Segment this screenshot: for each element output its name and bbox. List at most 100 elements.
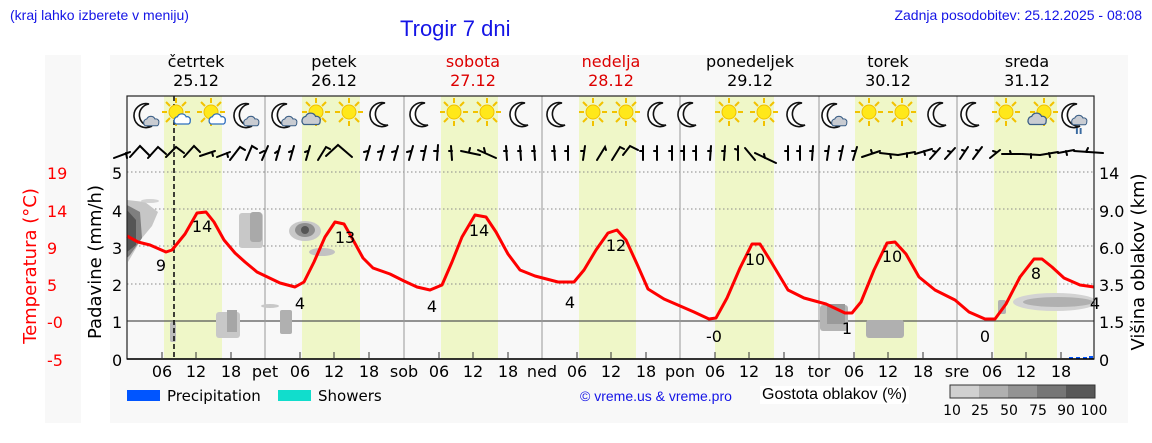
page-title: Trogir 7 dni [400,16,511,41]
svg-text:100: 100 [1081,403,1108,419]
svg-text:Precipitation: Precipitation [167,387,261,405]
legend: Precipitation Showers 10 25 50 75 90 100 [127,384,1108,419]
svg-text:Padavine (mm/h): Padavine (mm/h) [85,185,106,339]
cloud-density-scale: 10 25 50 75 90 100 [943,384,1108,419]
day-header-2: sobota 27.12 [445,52,501,90]
svg-text:8: 8 [1031,264,1041,283]
svg-text:6.0: 6.0 [1099,239,1124,258]
svg-text:06: 06 [844,362,864,381]
svg-text:Showers: Showers [318,387,382,405]
svg-text:12: 12 [606,236,626,255]
svg-text:Temperatura (°C): Temperatura (°C) [20,188,41,345]
svg-text:14: 14 [47,202,67,221]
svg-text:pon: pon [665,362,695,381]
svg-text:9: 9 [47,239,57,258]
svg-text:5: 5 [47,276,57,295]
svg-text:18: 18 [774,362,794,381]
svg-text:06: 06 [290,362,310,381]
svg-text:0: 0 [112,351,122,370]
svg-text:18: 18 [1051,362,1071,381]
svg-text:1: 1 [112,313,122,332]
cloud-density [127,199,1097,342]
svg-text:4: 4 [112,202,122,221]
svg-text:ned: ned [527,362,557,381]
svg-text:5: 5 [112,164,122,183]
svg-text:9: 9 [156,256,166,275]
svg-text:pet: pet [252,362,278,381]
svg-text:2: 2 [112,276,122,295]
x-labels: 06 12 18 pet 06 12 18 sob 06 12 18 ned 06 12 18 … [152,362,1071,381]
svg-text:18: 18 [913,362,933,381]
svg-text:12: 12 [878,362,898,381]
svg-text:Višina oblakov (km): Višina oblakov (km) [1128,173,1149,350]
svg-text:14: 14 [192,217,212,236]
svg-text:14: 14 [1099,164,1119,183]
svg-text:06: 06 [705,362,725,381]
svg-text:12: 12 [601,362,621,381]
svg-text:4: 4 [295,294,305,313]
svg-text:1: 1 [842,319,852,338]
svg-text:-0: -0 [706,327,722,346]
x-ticks [161,352,1062,359]
last-update: Zadnja posodobitev: 25.12.2025 - 08:08 [894,7,1142,23]
day-header-5: torek 30.12 [865,52,911,90]
svg-text:sob: sob [390,362,418,381]
svg-text:ıı: ıı [1075,124,1083,137]
day-header-6: sreda 31.12 [1004,52,1050,90]
daylight-bands [164,96,1057,359]
svg-text:0: 0 [1099,351,1109,370]
svg-text:12: 12 [463,362,483,381]
day-dividers [264,96,958,359]
svg-text:14: 14 [469,221,489,240]
cloud-height-axis: 14 9.0 6.0 3.5 1.5 0 Višina oblakov (km) [1099,164,1149,370]
temp-labels: 9 14 4 13 4 14 4 12 -0 10 1 10 0 8 4 [156,217,1100,346]
temp-axis: 19 14 9 5 -0 -5 Temperatura (°C) [20,164,67,370]
svg-text:12: 12 [1016,362,1036,381]
temp-axis-panel [45,55,81,423]
svg-text:25: 25 [971,403,989,419]
svg-text:18: 18 [359,362,379,381]
day-header-3: nedelja 28.12 [581,52,641,90]
copyright-link[interactable]: © vreme.us & vreme.pro [580,388,732,404]
svg-text:50: 50 [1000,403,1018,419]
svg-text:12: 12 [324,362,344,381]
day-header-1: petek 26.12 [311,52,357,90]
svg-text:3: 3 [112,239,122,258]
precip-axis: 5 4 3 2 1 0 Padavine (mm/h) [85,164,122,370]
svg-text:06: 06 [567,362,587,381]
svg-text:19: 19 [47,164,67,183]
precipitation-swatch [127,390,160,401]
showers-swatch [278,390,311,401]
svg-text:18: 18 [221,362,241,381]
svg-text:18: 18 [498,362,518,381]
svg-text:18: 18 [636,362,656,381]
svg-text:13: 13 [335,228,355,247]
svg-text:tor: tor [808,362,831,381]
svg-text:sre: sre [945,362,969,381]
svg-text:4: 4 [1090,294,1100,313]
svg-text:9.0: 9.0 [1099,202,1124,221]
svg-text:10: 10 [943,403,961,419]
svg-text:90: 90 [1057,403,1075,419]
svg-text:12: 12 [739,362,759,381]
day-header-4: ponedeljek 29.12 [706,52,794,90]
svg-text:-0: -0 [47,313,63,332]
svg-text:06: 06 [152,362,172,381]
day-header-0: četrtek 25.12 [167,52,225,90]
svg-text:12: 12 [186,362,206,381]
svg-text:4: 4 [565,293,575,312]
svg-text:06: 06 [982,362,1002,381]
precipitation-bars [1069,356,1093,359]
svg-text:75: 75 [1029,403,1047,419]
svg-text:-5: -5 [47,351,63,370]
cloud-density-label: Gostota oblakov (%) [760,386,909,404]
svg-text:3.5: 3.5 [1099,276,1124,295]
location-hint[interactable]: (kraj lahko izberete v meniju) [10,7,189,23]
temperature-line [126,210,1095,321]
weather-icons: ıı [133,97,1088,137]
svg-text:4: 4 [427,297,437,316]
svg-text:06: 06 [429,362,449,381]
svg-text:10: 10 [882,247,902,266]
wind-barbs [113,143,1104,164]
